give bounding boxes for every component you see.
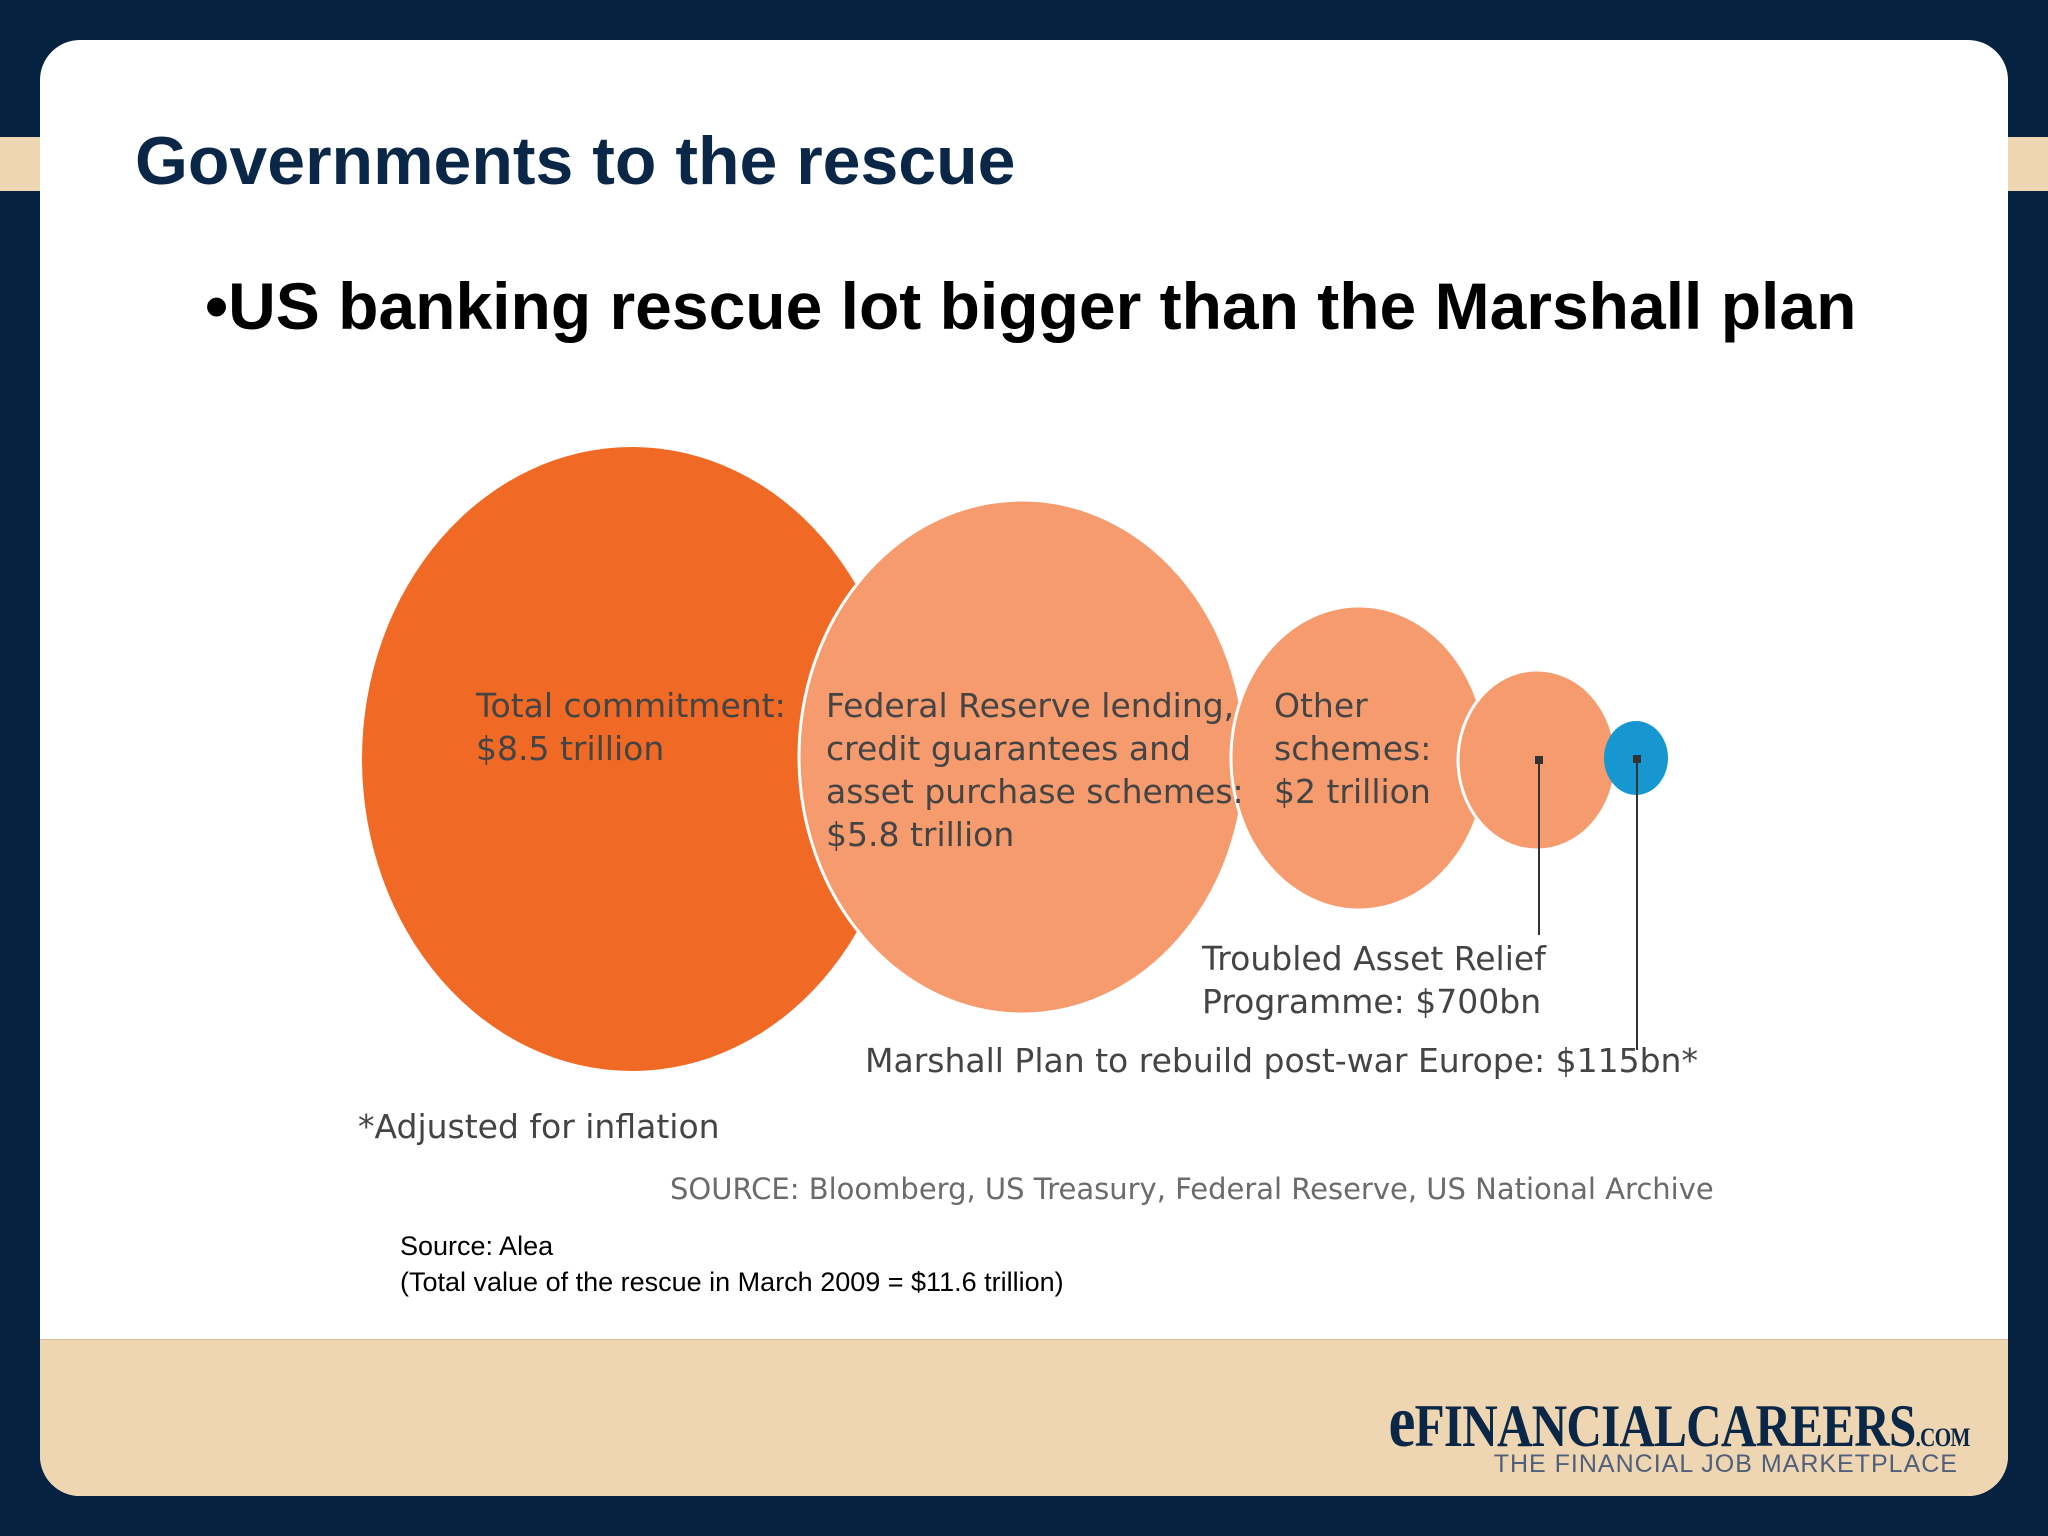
fed-label-line-3: asset purchase schemes: bbox=[826, 772, 1244, 811]
total-label-line-1: Total commitment: bbox=[475, 686, 786, 725]
bubble-total bbox=[362, 447, 902, 1071]
slide-title: Governments to the rescue bbox=[135, 123, 1016, 199]
slide-bullet: •US banking rescue lot bigger than the M… bbox=[205, 269, 1857, 343]
fed-label: Federal Reserve lending, credit guarante… bbox=[826, 686, 1254, 854]
logo-e: e bbox=[1388, 1381, 1416, 1463]
logo-suffix: .COM bbox=[1915, 1423, 1971, 1452]
source-note-line-1: Source: Alea bbox=[400, 1231, 554, 1261]
other-label-line-3: $2 trillion bbox=[1274, 772, 1431, 811]
tarp-label-line-1: Troubled Asset Relief bbox=[1201, 939, 1547, 978]
tarp-label: Troubled Asset Relief Programme: $700bn bbox=[1201, 939, 1556, 1021]
source-note-line-2: (Total value of the rescue in March 2009… bbox=[400, 1267, 1064, 1297]
footer-band bbox=[40, 1339, 2008, 1496]
marshall-label: Marshall Plan to rebuild post-war Europe… bbox=[865, 1041, 1698, 1080]
fed-label-line-1: Federal Reserve lending, bbox=[826, 686, 1234, 725]
accent-band-left bbox=[0, 137, 44, 191]
tarp-label-line-2: Programme: $700bn bbox=[1202, 982, 1541, 1021]
logo-tagline: THE FINANCIAL JOB MARKETPLACE bbox=[1493, 1450, 1958, 1478]
source-note: Source: Alea (Total value of the rescue … bbox=[400, 1228, 1064, 1300]
logo-main-text: FINANCIALCAREERS bbox=[1415, 1393, 1917, 1459]
total-label: Total commitment: $8.5 trillion bbox=[475, 686, 796, 768]
other-label-line-2: schemes: bbox=[1274, 729, 1431, 768]
other-label: Other schemes: $2 trillion bbox=[1274, 686, 1442, 811]
chart-footnote: *Adjusted for inflation bbox=[358, 1107, 720, 1146]
accent-band-right bbox=[2004, 137, 2048, 191]
efinancialcareers-logo: eFINANCIALCAREERS.COM THE FINANCIAL JOB … bbox=[1389, 1380, 1971, 1490]
marshall-label-line-1: Marshall Plan to rebuild post-war Europe… bbox=[865, 1041, 1698, 1080]
other-label-line-1: Other bbox=[1274, 686, 1368, 725]
chart-source: SOURCE: Bloomberg, US Treasury, Federal … bbox=[670, 1172, 1714, 1206]
fed-label-line-4: $5.8 trillion bbox=[826, 815, 1014, 854]
fed-label-line-2: credit guarantees and bbox=[826, 729, 1191, 768]
total-label-line-2: $8.5 trillion bbox=[476, 729, 664, 768]
logo-wordmark: eFINANCIALCAREERS.COM bbox=[1388, 1380, 1971, 1465]
